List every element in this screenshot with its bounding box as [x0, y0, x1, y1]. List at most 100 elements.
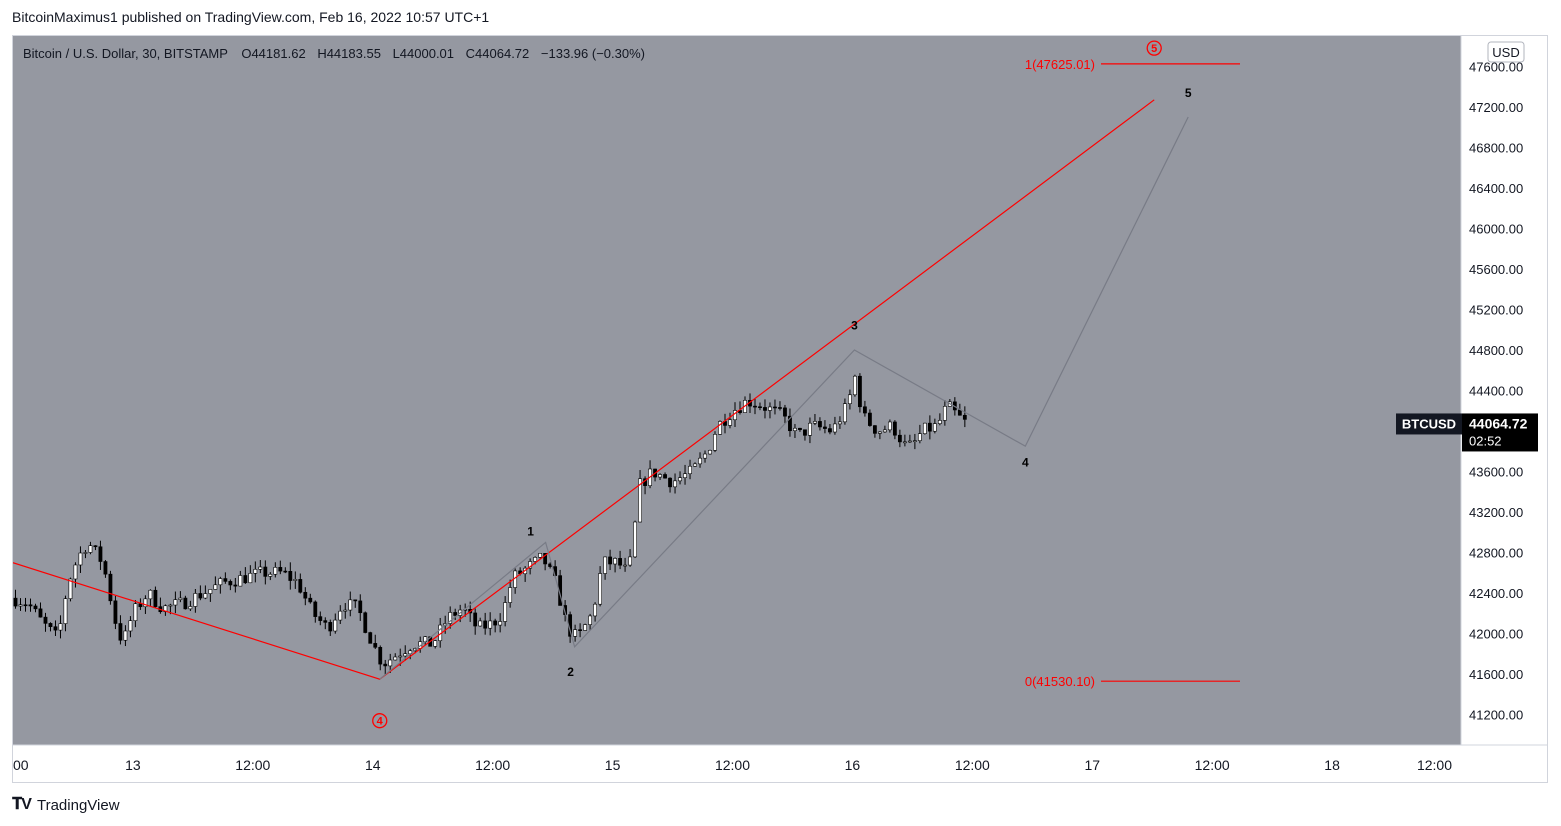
candle-113 — [578, 623, 583, 638]
price-axis[interactable] — [1461, 36, 1547, 745]
candle-body-190 — [962, 414, 967, 420]
candle-body-112 — [573, 629, 578, 637]
x-tick-label-3: 14 — [365, 757, 381, 773]
currency-button[interactable]: USD — [1487, 41, 1525, 63]
candle-50 — [263, 560, 268, 585]
candle-body-68 — [353, 599, 358, 602]
chart-frame: 1(47625.01) 0(41530.10) 4 5 1 2 3 4 5 47600.00 4… — [12, 35, 1548, 783]
candle-133 — [678, 471, 682, 485]
candle-body-156 — [793, 427, 797, 432]
candle-body-22 — [123, 630, 128, 641]
candle-27 — [148, 589, 153, 607]
candle-body-113 — [578, 629, 583, 631]
y-tick-label-3: 46400.00 — [1469, 181, 1523, 196]
candle-23 — [128, 616, 133, 638]
symbol-tag: BTCUSD — [1396, 413, 1462, 435]
candle-body-5 — [38, 608, 43, 618]
candle-body-16 — [93, 545, 98, 548]
candle-body-20 — [113, 600, 118, 624]
candle-body-21 — [118, 623, 123, 641]
candle-168 — [853, 374, 857, 397]
candle-84 — [433, 639, 438, 649]
x-tick-label-6: 12:00 — [715, 757, 750, 773]
candle-186 — [942, 400, 947, 426]
candle-body-180 — [912, 440, 917, 442]
candle-body-178 — [902, 441, 907, 444]
candle-68 — [353, 599, 358, 608]
candle-body-53 — [278, 567, 283, 572]
candle-64 — [333, 613, 338, 634]
plot-area[interactable] — [13, 36, 1461, 745]
candle-body-13 — [78, 552, 83, 566]
y-tick-label-1: 47200.00 — [1469, 100, 1523, 115]
candle-160 — [813, 413, 817, 426]
candle-33 — [178, 591, 183, 603]
wave-label-0: 4 — [377, 716, 384, 728]
footer-brand[interactable]: 𝐓V TradingView — [12, 796, 120, 814]
candle-body-39 — [208, 589, 213, 594]
candle-112 — [573, 624, 578, 642]
candle-49 — [258, 560, 263, 574]
candle-body-163 — [828, 428, 832, 433]
candle-body-96 — [493, 620, 498, 626]
candle-184 — [932, 418, 937, 434]
candle-body-165 — [838, 421, 842, 425]
candle-body-173 — [878, 431, 882, 434]
legend-high: 44183.55 — [327, 46, 381, 61]
candle-52 — [273, 562, 278, 578]
candle-132 — [673, 473, 677, 494]
candle-118 — [603, 556, 607, 580]
candle-body-74 — [383, 663, 388, 667]
y-tick-label-8: 44400.00 — [1469, 384, 1523, 399]
price-chart[interactable]: 1(47625.01) 0(41530.10) 4 5 1 2 3 4 5 47600.00 4… — [13, 36, 1547, 782]
candle-72 — [373, 634, 378, 650]
candle-10 — [63, 595, 68, 632]
time-axis[interactable] — [13, 745, 1547, 782]
fib-label-0: 1(47625.01) — [1025, 57, 1095, 72]
y-tick-label-10: 43600.00 — [1469, 465, 1523, 480]
candle-154 — [783, 404, 787, 425]
x-tick-label-9: 17 — [1084, 757, 1100, 773]
legend-low: 44000.01 — [400, 46, 454, 61]
legend-symbol: Bitcoin / U.S. Dollar, 30, BITSTAMP — [23, 46, 228, 61]
candle-129 — [658, 473, 662, 481]
candle-152 — [773, 399, 777, 415]
candle-body-26 — [143, 598, 148, 608]
candle-7 — [48, 622, 53, 632]
candle-body-117 — [598, 573, 602, 605]
candle-162 — [823, 420, 827, 434]
candle-121 — [618, 550, 622, 570]
y-tick-label-7: 44800.00 — [1469, 343, 1523, 358]
candle-139 — [708, 449, 712, 455]
candle-143 — [728, 412, 732, 429]
candle-body-186 — [942, 406, 947, 421]
x-tick-label-11: 18 — [1324, 757, 1340, 773]
candle-body-11 — [68, 578, 73, 599]
candle-body-75 — [388, 659, 393, 667]
countdown-label: 02:52 — [1469, 433, 1502, 448]
candle-body-48 — [253, 568, 258, 574]
candle-body-8 — [53, 626, 58, 631]
candle-177 — [897, 429, 902, 448]
candle-body-28 — [153, 589, 158, 607]
candle-body-30 — [163, 605, 168, 613]
candle-body-87 — [448, 612, 453, 624]
last-price-label: 44064.72 — [1469, 415, 1528, 431]
candle-body-19 — [108, 573, 113, 602]
candle-body-116 — [593, 603, 597, 617]
candle-body-133 — [678, 477, 682, 482]
candle-151 — [768, 402, 772, 419]
legend-open: 44181.62 — [251, 46, 305, 61]
x-tick-label-1: 13 — [125, 757, 141, 773]
candle-135 — [688, 459, 692, 480]
candle-body-56 — [293, 579, 298, 581]
candle-body-157 — [798, 427, 802, 431]
candle-body-119 — [608, 556, 612, 565]
candle-body-151 — [768, 406, 772, 411]
candle-4 — [33, 603, 38, 613]
candle-body-161 — [818, 421, 822, 428]
candle-15 — [88, 541, 93, 555]
candle-body-169 — [858, 375, 862, 408]
candle-body-65 — [338, 610, 343, 621]
candle-body-44 — [233, 584, 238, 587]
